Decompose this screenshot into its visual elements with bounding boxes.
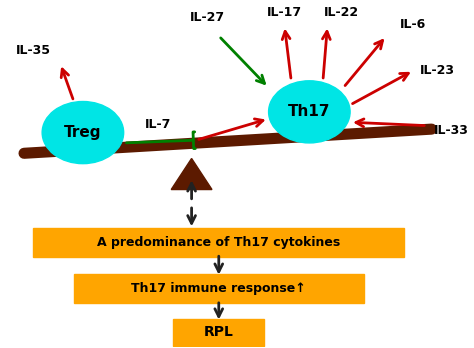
FancyBboxPatch shape [173, 319, 264, 346]
Text: IL-7: IL-7 [145, 118, 171, 131]
Text: IL-17: IL-17 [267, 6, 302, 19]
Text: Th17 immune response↑: Th17 immune response↑ [131, 282, 306, 295]
Text: RPL: RPL [204, 325, 234, 339]
FancyBboxPatch shape [74, 274, 364, 303]
Text: IL-27: IL-27 [190, 11, 225, 24]
Text: Th17: Th17 [288, 104, 330, 119]
Circle shape [42, 102, 124, 164]
Polygon shape [171, 158, 212, 190]
Text: IL-6: IL-6 [400, 18, 426, 31]
Circle shape [269, 81, 350, 143]
Text: IL-33: IL-33 [434, 124, 469, 137]
Text: IL-22: IL-22 [323, 6, 359, 19]
Text: A predominance of Th17 cytokines: A predominance of Th17 cytokines [97, 236, 340, 249]
Text: IL-35: IL-35 [16, 44, 51, 57]
Text: Treg: Treg [64, 125, 101, 140]
FancyBboxPatch shape [33, 228, 404, 257]
Text: IL-23: IL-23 [420, 64, 456, 77]
